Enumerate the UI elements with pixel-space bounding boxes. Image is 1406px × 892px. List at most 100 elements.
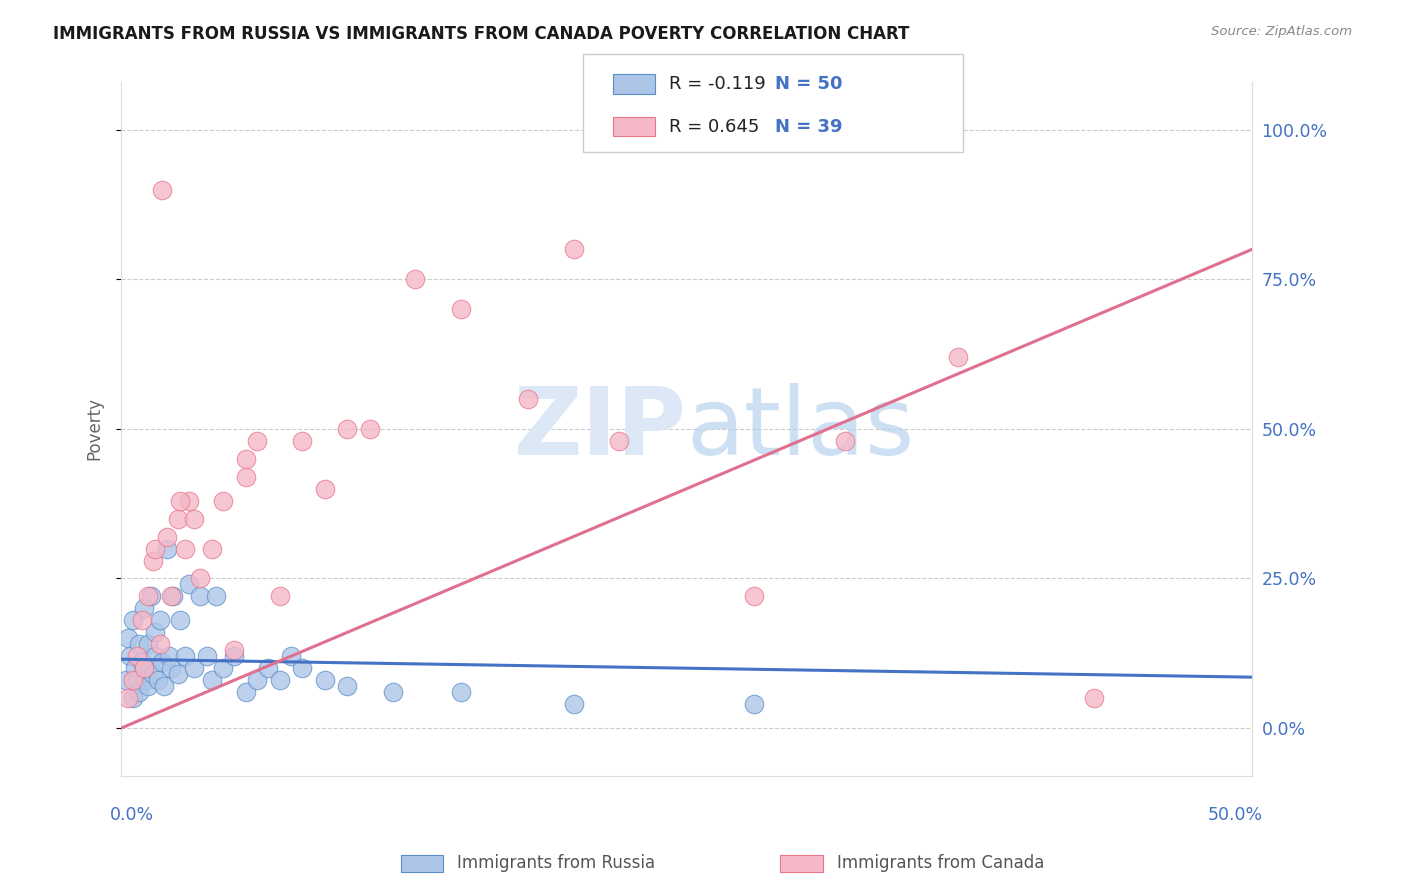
Point [121, 691, 143, 706]
Point [138, 679, 160, 693]
Y-axis label: Poverty: Poverty [86, 398, 103, 460]
Point [562, 697, 585, 711]
Point [269, 590, 291, 604]
Point [162, 590, 184, 604]
Point [834, 434, 856, 448]
Text: N = 50: N = 50 [775, 75, 842, 93]
Point [450, 302, 472, 317]
Point [744, 697, 766, 711]
Point [150, 183, 173, 197]
Point [143, 649, 166, 664]
Text: 0.0%: 0.0% [110, 805, 155, 824]
Text: N = 39: N = 39 [775, 118, 842, 136]
Point [183, 511, 205, 525]
Point [150, 655, 173, 669]
Point [143, 625, 166, 640]
Point [138, 590, 160, 604]
Point [173, 541, 195, 556]
Point [117, 691, 139, 706]
Point [120, 649, 142, 664]
Point [132, 661, 155, 675]
Point [142, 667, 165, 681]
Point [117, 632, 139, 646]
Point [139, 590, 162, 604]
Point [132, 661, 155, 675]
Point [517, 392, 540, 406]
Point [562, 243, 585, 257]
Point [195, 649, 218, 664]
Point [131, 613, 153, 627]
Point [138, 637, 160, 651]
Point [314, 673, 336, 688]
Point [153, 679, 176, 693]
Point [280, 649, 302, 664]
Text: atlas: atlas [686, 383, 915, 475]
Point [381, 685, 404, 699]
Point [235, 685, 257, 699]
Text: 50.0%: 50.0% [1208, 805, 1263, 824]
Point [205, 590, 228, 604]
Text: ZIP: ZIP [513, 383, 686, 475]
Point [167, 667, 190, 681]
Point [146, 673, 169, 688]
Point [190, 590, 212, 604]
Point [121, 613, 143, 627]
Point [179, 577, 201, 591]
Point [235, 451, 257, 466]
Point [160, 590, 183, 604]
Point [167, 511, 190, 525]
Point [115, 673, 138, 688]
Point [155, 541, 177, 556]
Point [127, 649, 149, 664]
Point [169, 493, 191, 508]
Text: R = -0.119: R = -0.119 [669, 75, 766, 93]
Point [235, 469, 257, 483]
Point [212, 661, 235, 675]
Point [143, 541, 166, 556]
Point [149, 637, 172, 651]
Point [169, 613, 191, 627]
Point [257, 661, 280, 675]
Point [404, 272, 426, 286]
Point [157, 649, 180, 664]
Point [246, 673, 269, 688]
Point [744, 590, 766, 604]
Point [127, 673, 149, 688]
Point [121, 673, 143, 688]
Point [201, 541, 224, 556]
Point [675, 122, 697, 136]
Point [173, 649, 195, 664]
Point [291, 661, 314, 675]
Point [128, 637, 150, 651]
Text: Source: ZipAtlas.com: Source: ZipAtlas.com [1212, 25, 1353, 38]
Point [607, 434, 630, 448]
Point [212, 493, 235, 508]
Point [179, 493, 201, 508]
Point [224, 643, 246, 657]
Point [291, 434, 314, 448]
Point [190, 571, 212, 585]
Point [201, 673, 224, 688]
Point [946, 350, 969, 364]
Point [142, 553, 165, 567]
Point [149, 613, 172, 627]
Point [131, 655, 153, 669]
Text: R = 0.645: R = 0.645 [669, 118, 759, 136]
Point [224, 649, 246, 664]
Point [155, 530, 177, 544]
Point [314, 482, 336, 496]
Point [124, 661, 146, 675]
Point [183, 661, 205, 675]
Point [128, 685, 150, 699]
Point [336, 679, 359, 693]
Point [246, 434, 269, 448]
Point [1083, 691, 1105, 706]
Point [269, 673, 291, 688]
Point [132, 601, 155, 615]
Point [160, 661, 183, 675]
Text: IMMIGRANTS FROM RUSSIA VS IMMIGRANTS FROM CANADA POVERTY CORRELATION CHART: IMMIGRANTS FROM RUSSIA VS IMMIGRANTS FRO… [53, 25, 910, 43]
Point [359, 422, 381, 436]
Point [135, 673, 157, 688]
Point [336, 422, 359, 436]
Text: Immigrants from Russia: Immigrants from Russia [457, 855, 655, 872]
